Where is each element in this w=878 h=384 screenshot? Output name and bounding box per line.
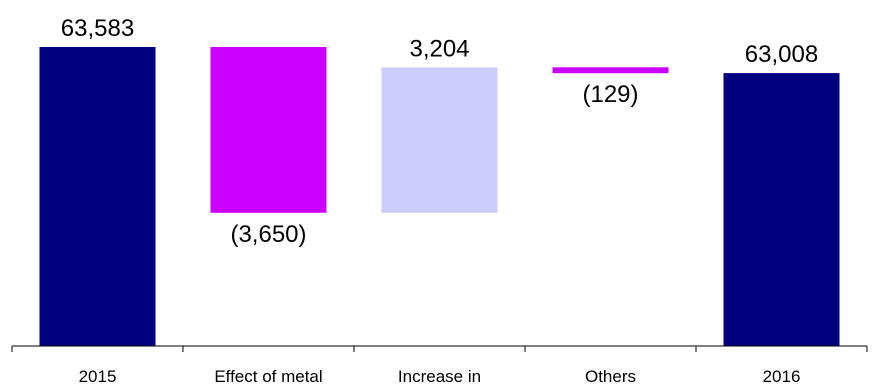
value-label: 3,204: [409, 35, 469, 62]
value-label: 63,008: [745, 41, 818, 68]
value-label: (3,650): [230, 221, 306, 248]
category-label: Others: [585, 367, 636, 384]
bar-effect-of-metal: [210, 47, 327, 213]
value-label: 63,583: [61, 15, 134, 42]
category-label: 2016: [763, 367, 801, 384]
bar-increase-in: [381, 67, 498, 213]
category-label: Effect of metal: [214, 367, 322, 384]
value-label: (129): [582, 81, 638, 108]
category-label: Increase in: [398, 367, 481, 384]
bar-others: [552, 67, 669, 74]
bar-2015: [39, 47, 156, 346]
category-label: 2015: [79, 367, 117, 384]
bar-2016: [723, 73, 840, 346]
